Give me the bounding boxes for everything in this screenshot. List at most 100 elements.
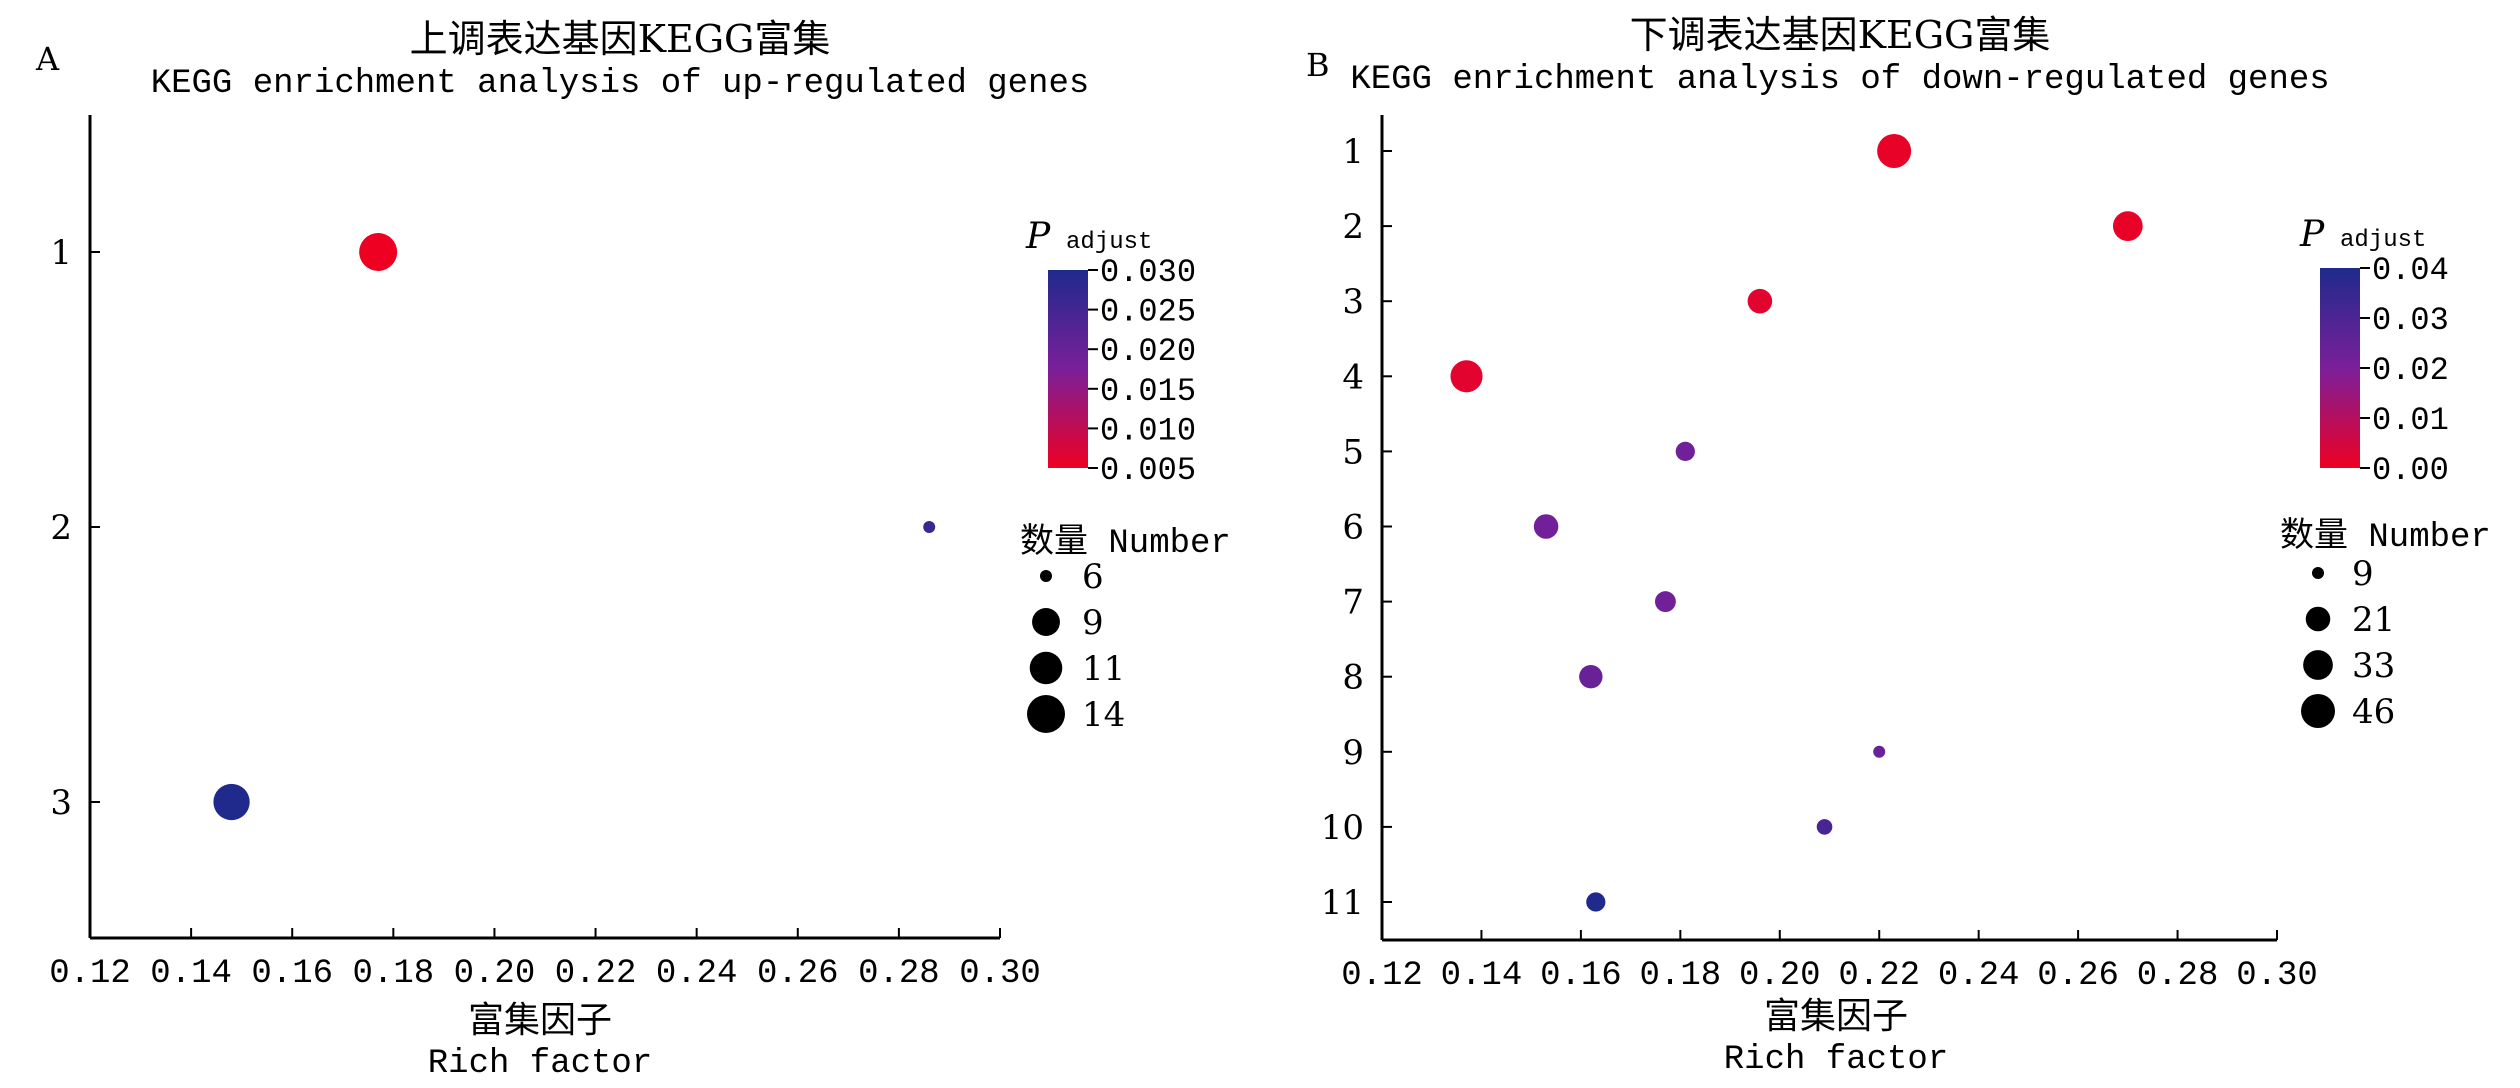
size-legend-label: 46 xyxy=(2352,692,2395,732)
panel-b-color-legend-subtitle: adjust xyxy=(2340,227,2426,254)
x-tick-label: 0.24 xyxy=(656,955,738,993)
panel-a-label: A xyxy=(35,40,60,78)
x-tick-label: 0.24 xyxy=(1938,957,2020,995)
panel-b-xlabel: 富集因子 xyxy=(1764,996,1908,1037)
y-tick-label: 6 xyxy=(1342,508,1364,548)
y-tick-label: 1 xyxy=(50,233,72,273)
panel-a-x-ticks: 0.12 0.14 0.16 0.18 0.20 0.22 0.24 0.26 0.28 0.30 xyxy=(49,928,1041,993)
x-tick-label: 0.16 xyxy=(1540,957,1622,995)
y-tick-label: 8 xyxy=(1342,658,1364,698)
panel-b-size-legend-title: 数量 Number xyxy=(2280,516,2491,557)
data-point xyxy=(1675,441,1695,462)
x-tick-label: 0.28 xyxy=(2137,957,2219,995)
panel-b-down-regulated: B 下调表达基因KEGG富集 KEGG enrichment analysis … xyxy=(1306,13,2491,1079)
size-legend-dot xyxy=(1029,651,1063,685)
size-legend-label: 14 xyxy=(1082,695,1125,735)
y-tick-label: 1 xyxy=(1342,132,1364,172)
x-tick-label: 0.30 xyxy=(959,955,1041,993)
x-tick-label: 0.14 xyxy=(1441,957,1523,995)
panel-a-color-legend-subtitle: adjust xyxy=(1066,229,1152,256)
size-legend-label: 21 xyxy=(2352,600,2395,640)
x-tick-label: 0.20 xyxy=(454,955,536,993)
colorbar-tick-label: 0.015 xyxy=(1100,373,1196,410)
data-point xyxy=(1579,664,1603,689)
data-point xyxy=(359,233,398,271)
panel-a-size-legend: 数量 Number 6 9 11 14 xyxy=(1020,522,1231,735)
size-legend-label: 9 xyxy=(2352,554,2374,594)
data-point xyxy=(1877,134,1912,168)
x-tick-label: 0.14 xyxy=(150,955,232,993)
panel-a-xlabel-en: Rich factor xyxy=(428,1045,652,1083)
panel-b-x-ticks: 0.12 0.14 0.16 0.18 0.20 0.22 0.24 0.26 0.28 0.30 xyxy=(1341,930,2318,995)
panel-b-title: 下调表达基因KEGG富集 xyxy=(1630,13,2051,57)
colorbar-tick-label: 0.005 xyxy=(1100,452,1196,489)
x-tick-label: 0.12 xyxy=(1341,957,1423,995)
colorbar-tick-label: 0.030 xyxy=(1100,254,1196,291)
size-legend-dot xyxy=(2305,606,2331,632)
colorbar-tick-label: 0.020 xyxy=(1100,333,1196,370)
data-point xyxy=(923,521,936,533)
x-tick-label: 0.18 xyxy=(353,955,435,993)
data-point xyxy=(1586,892,1606,912)
x-tick-label: 0.26 xyxy=(757,955,839,993)
panel-b-label: B xyxy=(1306,46,1330,84)
x-tick-label: 0.28 xyxy=(858,955,940,993)
x-tick-label: 0.12 xyxy=(49,955,131,993)
x-tick-label: 0.20 xyxy=(1739,957,1821,995)
y-tick-label: 7 xyxy=(1342,583,1364,623)
x-tick-label: 0.26 xyxy=(2037,957,2119,995)
y-tick-label: 4 xyxy=(1342,357,1364,397)
panel-b-points xyxy=(1450,134,2143,912)
panel-a-title: 上调表达基因KEGG富集 xyxy=(410,17,831,61)
x-tick-label: 0.18 xyxy=(1640,957,1722,995)
y-tick-label: 10 xyxy=(1321,808,1364,848)
colorbar-tick-label: 0.02 xyxy=(2372,352,2449,389)
panel-a-colorbar xyxy=(1048,270,1088,468)
panel-a-size-legend-title: 数量 Number xyxy=(1020,522,1231,563)
data-point xyxy=(2112,211,2143,241)
colorbar-tick-label: 0.03 xyxy=(2372,302,2449,339)
panel-a-xlabel: 富集因子 xyxy=(468,1000,612,1041)
y-tick-label: 11 xyxy=(1321,883,1364,923)
size-legend-dot xyxy=(2303,650,2333,680)
y-tick-label: 2 xyxy=(50,508,72,548)
y-tick-label: 3 xyxy=(1342,282,1364,322)
panel-b-size-legend: 数量 Number 9 21 33 46 xyxy=(2280,516,2491,732)
size-legend-label: 6 xyxy=(1082,557,1104,597)
data-point xyxy=(1450,360,1483,393)
y-tick-label: 5 xyxy=(1342,432,1364,472)
data-point xyxy=(213,783,250,821)
panel-a-color-legend-title: P xyxy=(1025,216,1051,257)
y-tick-label: 3 xyxy=(50,783,72,823)
panel-b-subtitle: KEGG enrichment analysis of down-regulat… xyxy=(1350,61,2329,99)
size-legend-dot xyxy=(2301,694,2335,728)
panel-b-y-ticks: 1 2 3 4 5 6 7 8 9 10 11 xyxy=(1321,132,1392,923)
colorbar-tick-label: 0.01 xyxy=(2372,402,2449,439)
x-tick-label: 0.22 xyxy=(1838,957,1920,995)
panel-a-subtitle: KEGG enrichment analysis of up-regulated… xyxy=(151,65,1090,103)
panel-b-xlabel-en: Rich factor xyxy=(1724,1041,1948,1079)
panel-a-size-legend-entries: 6 9 11 14 xyxy=(1027,557,1125,735)
colorbar-tick-label: 0.00 xyxy=(2372,452,2449,489)
size-legend-dot xyxy=(1032,608,1060,636)
panel-b-colorbar-ticks: 0.04 0.03 0.02 0.01 0.00 xyxy=(2360,252,2449,489)
size-legend-dot xyxy=(1040,570,1052,582)
size-legend-dot xyxy=(1027,695,1065,733)
y-tick-label: 2 xyxy=(1342,207,1364,247)
x-tick-label: 0.16 xyxy=(251,955,333,993)
panel-a-y-ticks: 1 2 3 xyxy=(50,233,100,823)
panel-a-points xyxy=(213,233,936,821)
data-point xyxy=(1873,745,1886,758)
colorbar-tick-label: 0.04 xyxy=(2372,252,2449,289)
colorbar-tick-label: 0.010 xyxy=(1100,412,1196,449)
data-point xyxy=(1533,514,1559,539)
size-legend-dot xyxy=(2312,567,2324,579)
size-legend-label: 9 xyxy=(1082,603,1104,643)
data-point xyxy=(1654,591,1676,613)
x-tick-label: 0.22 xyxy=(555,955,637,993)
colorbar-tick-label: 0.025 xyxy=(1100,294,1196,331)
size-legend-label: 11 xyxy=(1082,649,1125,689)
